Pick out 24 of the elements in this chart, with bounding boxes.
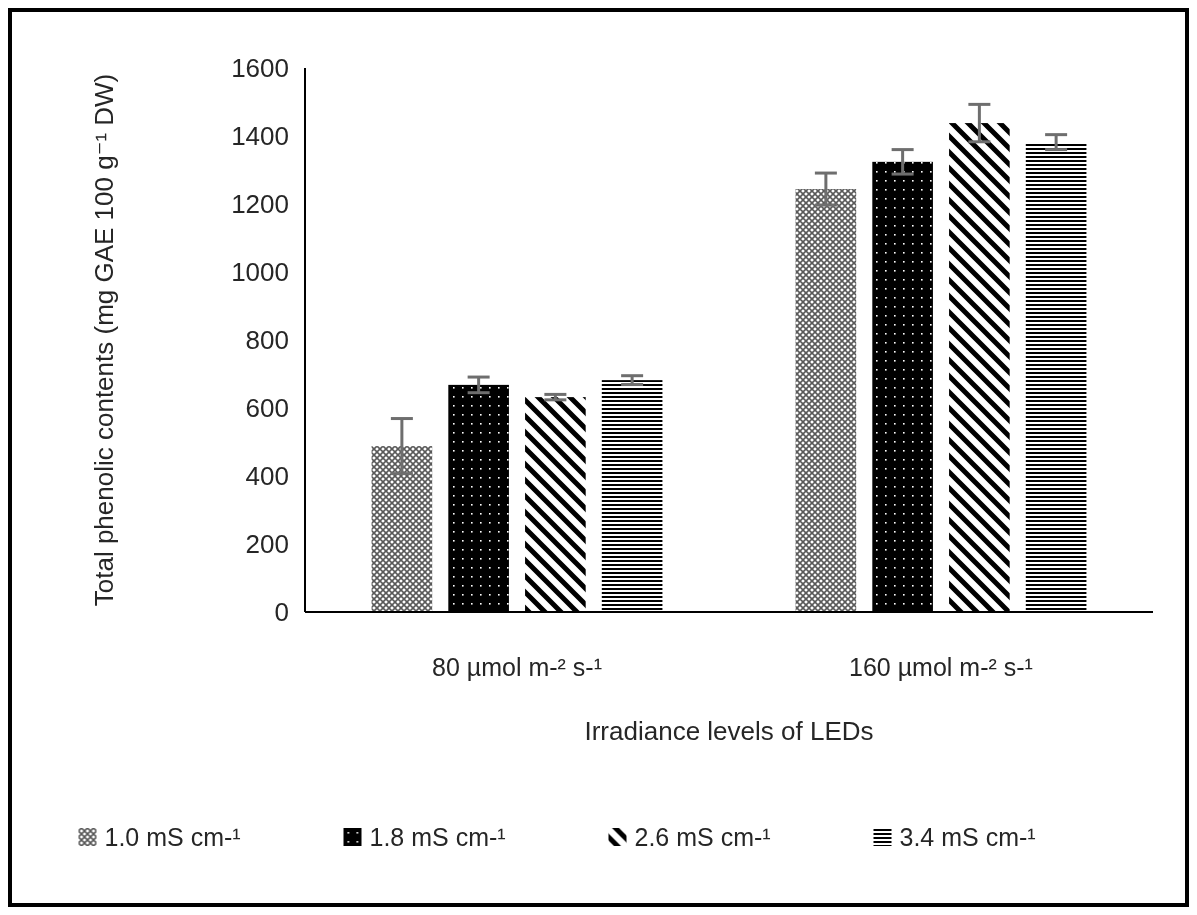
bar — [601, 380, 663, 612]
x-axis-title: Irradiance levels of LEDs — [584, 716, 874, 746]
legend-label: 1.0 mS cm-¹ — [104, 822, 241, 851]
y-tick-label: 1400 — [231, 121, 289, 152]
y-tick-label: 1000 — [231, 257, 289, 288]
y-axis-title: Total phenolic contents (mg GAE 100 g⁻¹ DW) — [89, 73, 119, 607]
x-tick-label: 160 µmol m-² s-¹ — [849, 653, 1033, 681]
legend-label: 2.6 mS cm-¹ — [634, 822, 771, 851]
bar — [525, 397, 586, 612]
bar — [872, 161, 933, 612]
y-tick-label: 200 — [245, 529, 289, 560]
y-tick-label: 800 — [245, 325, 289, 356]
y-tick-label: 1200 — [231, 189, 289, 220]
y-tick-label: 0 — [274, 597, 289, 628]
y-tick-label: 1600 — [231, 53, 289, 84]
y-tick-label: 400 — [245, 461, 289, 492]
bar — [949, 123, 1010, 612]
bar — [371, 446, 433, 612]
bar — [795, 189, 857, 612]
x-tick-label: 80 µmol m-² s-¹ — [432, 653, 602, 681]
legend-label: 1.8 mS cm-¹ — [369, 822, 506, 851]
bar — [448, 384, 509, 612]
y-tick-label: 600 — [245, 393, 289, 424]
legend-label: 3.4 mS cm-¹ — [899, 822, 1036, 851]
